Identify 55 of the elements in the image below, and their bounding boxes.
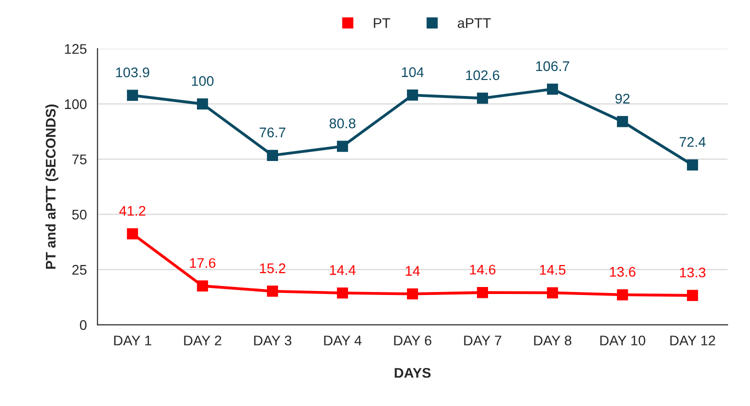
point — [126, 90, 138, 101]
data-label: 14 — [406, 266, 420, 276]
point — [406, 288, 418, 300]
x-tick-label: DAY 3 — [254, 336, 292, 346]
data-label: 41.2 — [119, 206, 146, 216]
point — [476, 92, 488, 104]
x-tick-label: DAY 2 — [184, 336, 222, 346]
legend-label: PT — [374, 18, 390, 28]
data-label: 92 — [615, 94, 630, 104]
x-tick-label: DAY 7 — [464, 336, 502, 346]
x-axis-title: DAYS — [394, 368, 431, 378]
x-tick-label: DAY 12 — [670, 336, 716, 346]
x-tick-label: DAY 8 — [534, 336, 572, 346]
data-label: 102.6 — [466, 70, 500, 80]
data-label: 15.2 — [260, 263, 286, 274]
data-label: 13.6 — [610, 266, 636, 277]
data-label: 14.5 — [540, 265, 566, 275]
point — [336, 140, 348, 152]
point — [476, 287, 488, 298]
data-label: 104 — [402, 67, 424, 78]
x-tick-label: DAY 10 — [600, 336, 646, 346]
data-label: 14.6 — [470, 264, 496, 275]
point — [336, 287, 348, 299]
y-tick-label: 50 — [72, 210, 87, 220]
point — [266, 150, 278, 161]
point — [686, 159, 698, 170]
data-label: 14.4 — [330, 265, 356, 275]
x-tick-label: DAY 1 — [114, 336, 152, 346]
data-label: 76.7 — [260, 128, 286, 138]
data-label: 72.4 — [680, 137, 706, 147]
point — [196, 98, 208, 110]
point — [406, 90, 418, 101]
point — [546, 287, 558, 298]
point — [616, 289, 628, 300]
data-label: 17.6 — [190, 258, 216, 268]
point — [616, 116, 628, 128]
point — [686, 290, 698, 301]
point — [196, 280, 208, 292]
data-label: 103.9 — [116, 67, 150, 78]
point — [266, 286, 278, 297]
x-tick-label: DAY 6 — [394, 336, 432, 346]
data-label: 13.3 — [680, 268, 706, 278]
y-tick-label: 0 — [80, 320, 87, 330]
y-axis-title: PT and aPTT (SECONDS) — [45, 104, 58, 269]
y-tick-label: 25 — [72, 264, 87, 275]
legend-label: aPTT — [458, 18, 491, 28]
data-label: 100 — [192, 76, 214, 86]
x-tick-label: DAY 4 — [324, 336, 362, 346]
point — [546, 84, 558, 95]
y-tick-label: 125 — [64, 44, 87, 54]
point — [126, 228, 138, 240]
data-label: 106.7 — [536, 61, 570, 72]
data-label: 80.8 — [330, 118, 356, 128]
y-tick-label: 100 — [64, 99, 87, 110]
y-tick-label: 75 — [72, 154, 87, 164]
